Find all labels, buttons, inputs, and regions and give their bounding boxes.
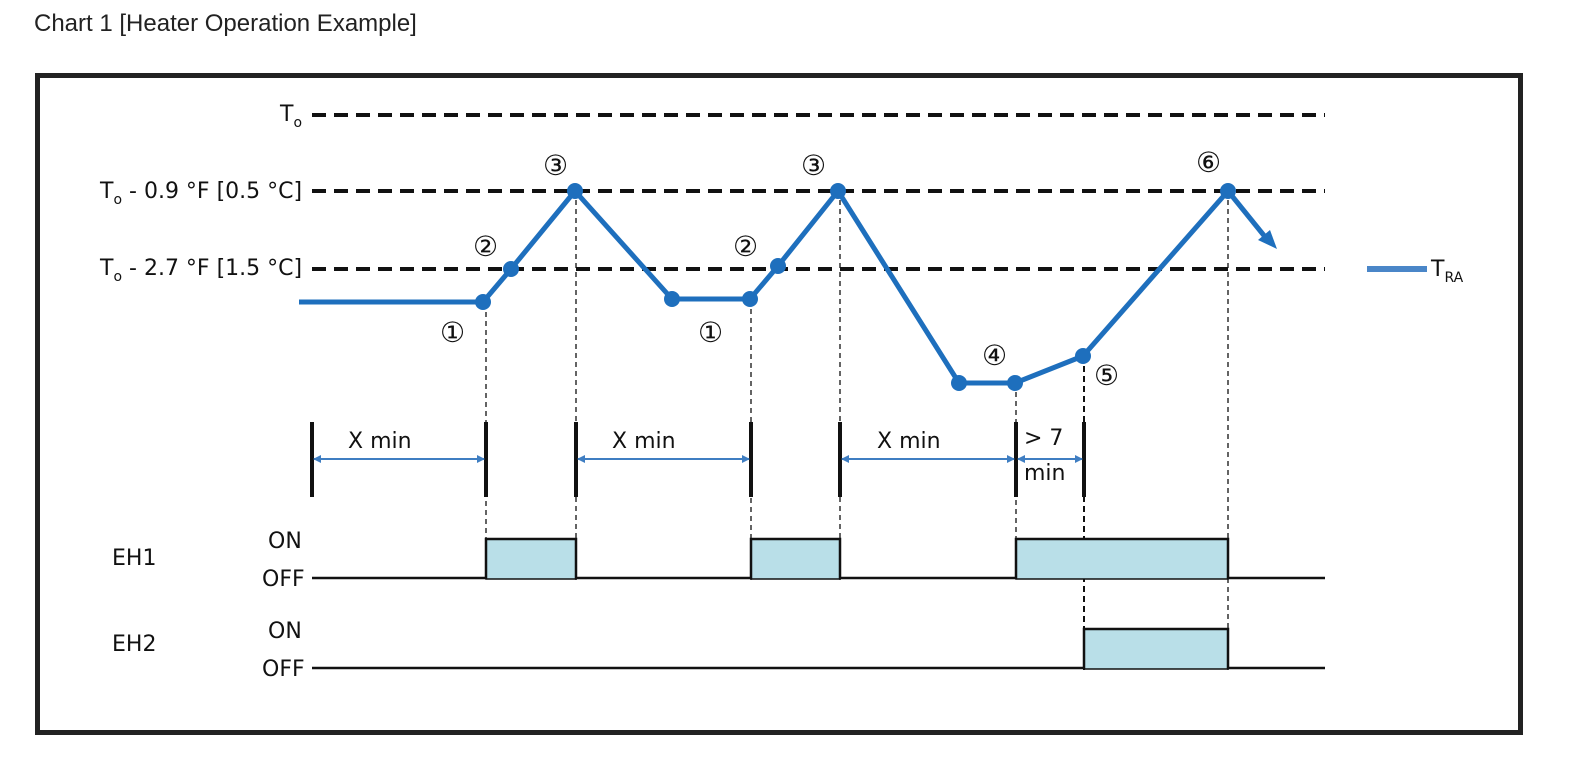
step-marker-6: ⑥	[1196, 146, 1221, 179]
eh2-on-area	[1083, 628, 1229, 670]
interval-label-2: X min	[612, 429, 676, 454]
tra-trend-arrow	[1258, 230, 1277, 249]
chart-title: Chart 1 [Heater Operation Example]	[34, 10, 417, 37]
step-marker-3b: ③	[801, 149, 826, 182]
diagram-frame	[35, 73, 1523, 735]
interval-label-4a: > 7	[1024, 426, 1063, 451]
eh2-signal	[312, 627, 1325, 670]
eh1-label: EH1	[112, 546, 156, 571]
eh1-on-label: ON	[268, 529, 302, 554]
step-marker-2a: ②	[473, 230, 498, 263]
tra-trend-line	[1226, 189, 1268, 240]
level-l2-label: To - 2.7 °F [1.5 °C]	[99, 256, 302, 285]
level-l1-label: To - 0.9 °F [0.5 °C]	[99, 179, 302, 208]
eh2-label: EH2	[112, 632, 156, 657]
interval-label-3: X min	[877, 429, 941, 454]
interval-label-4b: min	[1024, 461, 1066, 486]
eh1-off-label: OFF	[262, 567, 305, 592]
eh2-off-label: OFF	[262, 657, 305, 682]
step-marker-2b: ②	[733, 230, 758, 263]
guide-lines	[485, 191, 1229, 670]
eh2-on-label: ON	[268, 619, 302, 644]
level-to-label: To	[279, 102, 302, 131]
step-marker-4: ④	[982, 339, 1007, 372]
legend-label: TRA	[1430, 257, 1464, 286]
step-marker-1b: ①	[698, 316, 723, 349]
tra-points	[475, 183, 1236, 391]
interval-ticks	[310, 422, 1086, 497]
eh1-on-areas	[485, 538, 1229, 580]
interval-label-1: X min	[348, 429, 412, 454]
step-marker-3a: ③	[543, 149, 568, 182]
step-marker-1a: ①	[440, 316, 465, 349]
step-marker-5: ⑤	[1094, 359, 1119, 392]
eh1-signal	[312, 537, 1325, 580]
